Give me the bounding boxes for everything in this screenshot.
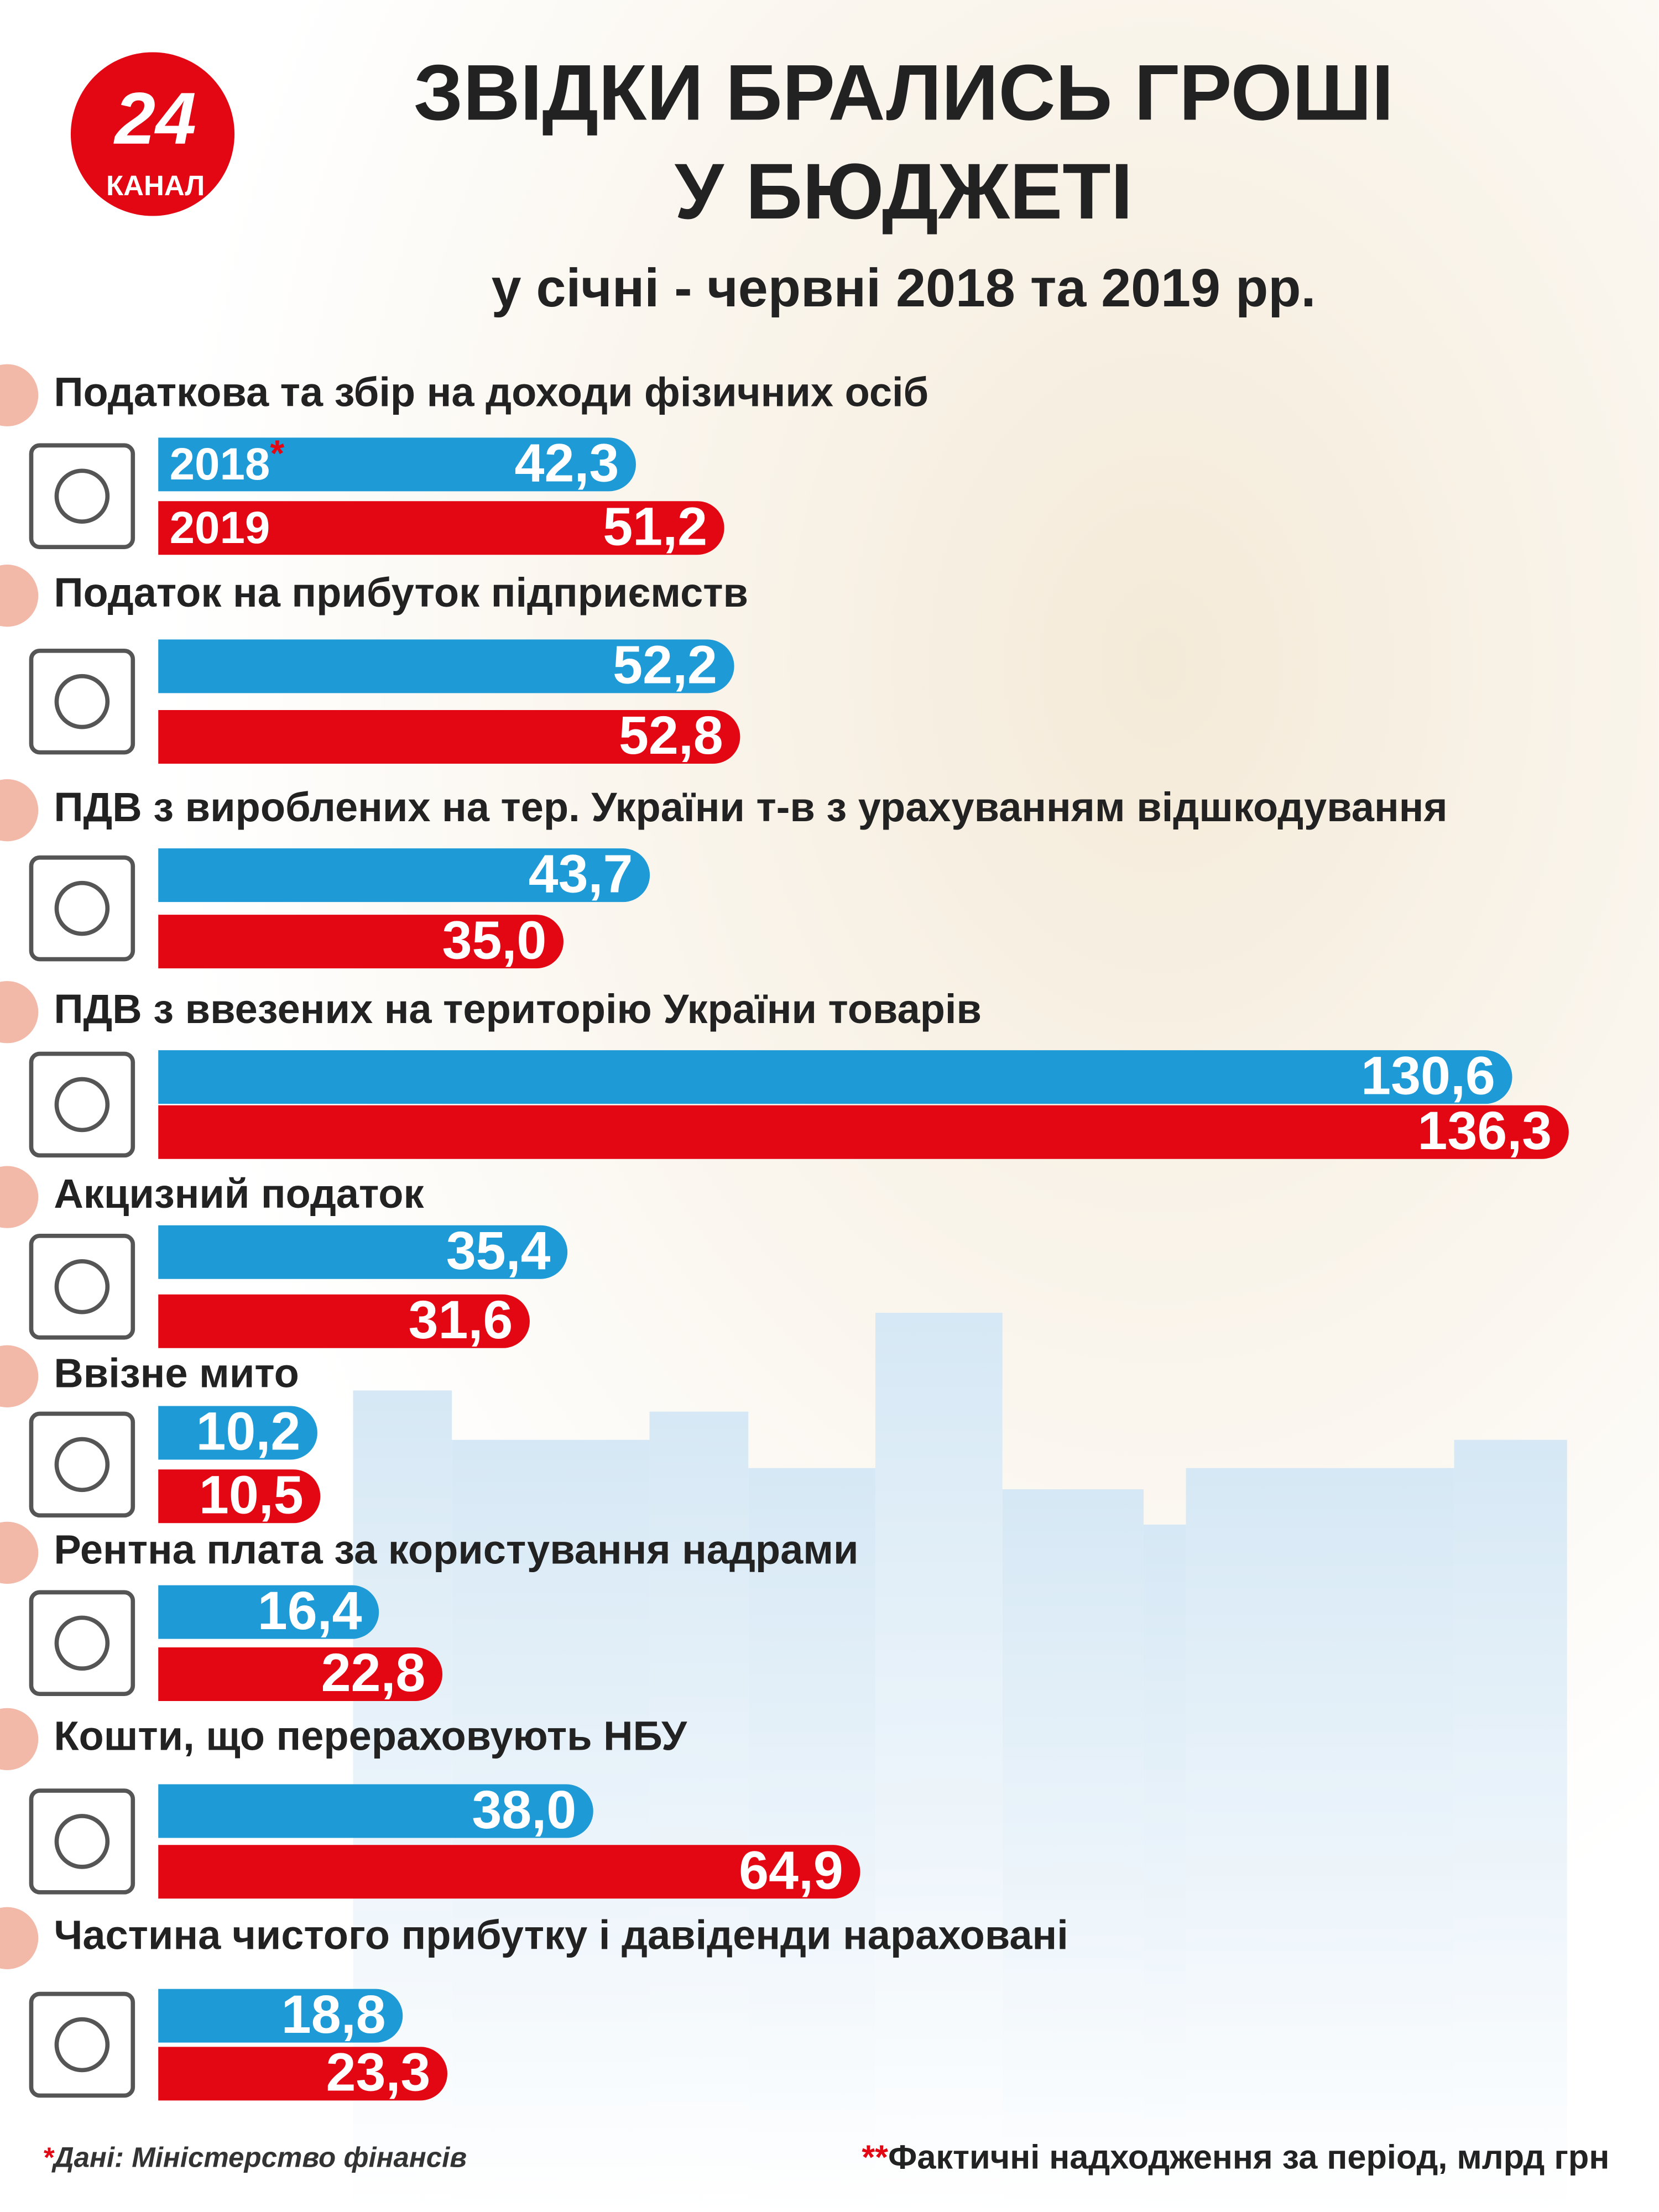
category-label: Частина чистого прибутку і давіденди нар… (54, 1912, 1068, 1958)
bar (158, 639, 734, 693)
value-label: 31,6 (409, 1290, 513, 1350)
bar (158, 1225, 568, 1279)
icon (54, 880, 110, 936)
icon (54, 1437, 110, 1493)
value-label: 10,5 (199, 1465, 304, 1525)
icon (54, 1259, 110, 1314)
value-label: 52,8 (619, 705, 723, 765)
value-label: 35,0 (442, 910, 547, 970)
icon (29, 1234, 135, 1340)
bar (158, 1406, 317, 1460)
bar (158, 2047, 447, 2101)
icon (29, 1788, 135, 1895)
category-label: Податкова та збір на доходи фізичних осі… (54, 369, 928, 415)
note-text: Фактичні надходження за період, млрд грн (888, 2138, 1609, 2176)
bullet (0, 1708, 39, 1771)
value-label: 38,0 (472, 1780, 576, 1840)
bar (158, 1784, 593, 1838)
icon (54, 1077, 110, 1133)
category-label: Рентна плата за користування надрами (54, 1526, 858, 1572)
icon (54, 468, 110, 524)
legend-label: 2019 (170, 502, 270, 552)
bar (158, 437, 636, 492)
note-marker: ** (862, 2138, 888, 2176)
chart-title: ЗВІДКИ БРАЛИСЬ ГРОШІ (414, 49, 1394, 137)
logo-circle (70, 52, 235, 216)
logo-number: 24 (113, 78, 196, 160)
logo: 24 КАНАЛ (70, 52, 235, 216)
icon (29, 443, 135, 549)
bullet (0, 1907, 39, 1969)
bar (158, 709, 740, 764)
category-label: Податок на прибуток підприємств (54, 570, 748, 615)
skyline (353, 1312, 1567, 2212)
value-label: 23,3 (326, 2042, 431, 2103)
value-label: 51,2 (603, 496, 707, 556)
legend-name: 2019 (170, 502, 270, 552)
source: *Дані: Міністерство фінансів (43, 2142, 467, 2173)
value-label: 42,3 (515, 433, 619, 493)
note: **Фактичні надходження за період, млрд г… (862, 2138, 1609, 2176)
icon (54, 674, 110, 729)
bar (158, 1469, 321, 1524)
icon (29, 855, 135, 962)
value-label: 64,9 (739, 1840, 843, 1901)
chart-title: У БЮДЖЕТІ (675, 148, 1133, 236)
icon (29, 648, 135, 755)
logo-name: КАНАЛ (106, 170, 205, 201)
value-label: 18,8 (281, 1984, 386, 2044)
value-label: 136,3 (1417, 1100, 1552, 1161)
bullet (0, 1166, 39, 1228)
bar (158, 501, 724, 555)
legend-marker: * (270, 433, 284, 474)
bullet (0, 565, 39, 627)
category-label: ПДВ з вироблених на тер. України т-в з у… (54, 784, 1447, 830)
bullet (0, 364, 39, 426)
icon (29, 1991, 135, 2098)
bullet (0, 1345, 39, 1407)
plot: Податкова та збір на доходи фізичних осі… (0, 364, 1569, 2103)
icon (29, 1590, 135, 1697)
value-label: 35,4 (446, 1220, 551, 1281)
legend-name: 2018 (170, 439, 270, 489)
icon (54, 1615, 110, 1671)
bar (158, 1585, 379, 1639)
bullet (0, 981, 39, 1044)
icon (54, 2017, 110, 2073)
bar (158, 1294, 530, 1348)
category-label: Акцизний податок (54, 1171, 424, 1217)
value-label: 16,4 (258, 1580, 362, 1641)
bullet (0, 779, 39, 842)
category-label: Кошти, що перераховують НБУ (54, 1713, 687, 1759)
chart-subtitle: у січні - червні 2018 та 2019 рр. (492, 258, 1316, 318)
icon (29, 1051, 135, 1158)
bar (158, 848, 650, 902)
bar (158, 1105, 1569, 1159)
icon (29, 1411, 135, 1518)
value-label: 52,2 (613, 635, 717, 695)
source-marker: * (43, 2142, 55, 2173)
value-label: 22,8 (321, 1642, 426, 1703)
category-label: ПДВ з ввезених на територію України това… (54, 986, 982, 1032)
bar (158, 1845, 860, 1899)
bar (158, 1050, 1512, 1104)
value-label: 10,2 (196, 1401, 300, 1462)
category-label: Ввізне мито (54, 1350, 299, 1396)
value-label: 130,6 (1361, 1045, 1495, 1105)
bar (158, 915, 564, 969)
bar (158, 1989, 403, 2043)
bar (158, 1647, 443, 1701)
bullet (0, 1521, 39, 1584)
value-label: 43,7 (529, 843, 633, 904)
source-text: Дані: Міністерство фінансів (51, 2142, 467, 2173)
icon (54, 1814, 110, 1869)
legend-label: 2018* (170, 433, 285, 489)
